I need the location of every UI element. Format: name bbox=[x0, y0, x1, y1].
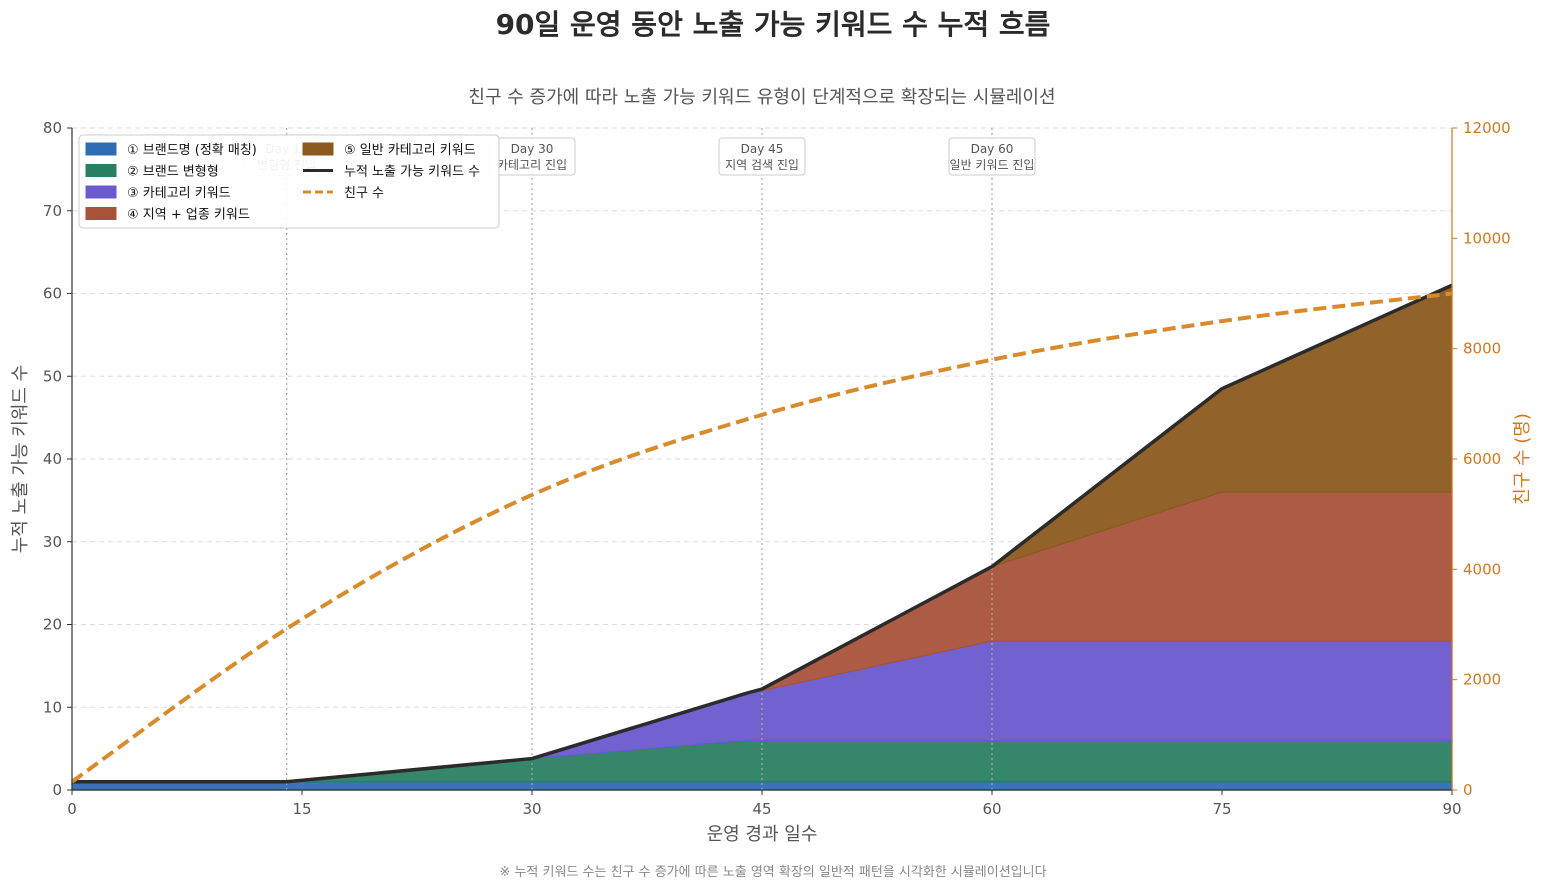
x-tick-label: 75 bbox=[1212, 800, 1231, 818]
x-tick-label: 45 bbox=[752, 800, 771, 818]
legend-swatch bbox=[302, 142, 334, 156]
legend-label: ① 브랜드명 (정확 매칭) bbox=[127, 143, 257, 158]
x-tick-label: 15 bbox=[292, 800, 311, 818]
y2-axis-label: 친구 수 (명) bbox=[1512, 413, 1533, 505]
milestone-label: 일반 키워드 진입 bbox=[950, 158, 1035, 172]
total-keywords-line bbox=[72, 283, 1453, 784]
legend-label: ④ 지역 + 업종 키워드 bbox=[127, 208, 250, 223]
chart-subtitle: 친구 수 증가에 따라 노출 가능 키워드 유형이 단계적으로 확장되는 시뮬레… bbox=[468, 87, 1055, 108]
legend-label: 친구 수 bbox=[344, 186, 384, 201]
x-axis-label: 운영 경과 일수 bbox=[707, 824, 818, 845]
y-tick-label: 60 bbox=[43, 285, 62, 303]
area-series-2 bbox=[72, 739, 1453, 783]
y-tick-label: 0 bbox=[52, 781, 62, 799]
y-tick-label: 70 bbox=[43, 202, 62, 220]
milestone-label: 지역 검색 진입 bbox=[725, 158, 799, 172]
y-tick-label: 10 bbox=[43, 698, 62, 716]
legend: ① 브랜드명 (정확 매칭) ② 브랜드 변형형 ③ 카테고리 키워드 ④ 지역 + … bbox=[78, 134, 500, 229]
legend-swatch bbox=[85, 164, 117, 177]
y-tick-label: 30 bbox=[43, 533, 62, 551]
milestone-lines bbox=[286, 128, 993, 790]
legend-label: ⑤ 일반 카테고리 키워드 bbox=[344, 143, 476, 158]
legend-swatch bbox=[85, 142, 117, 156]
y2-tick-label: 8000 bbox=[1463, 340, 1501, 358]
legend-swatch bbox=[85, 185, 117, 199]
milestone-day: Day 45 bbox=[741, 142, 784, 156]
x-tick-label: 90 bbox=[1442, 800, 1461, 818]
y2-tick-label: 2000 bbox=[1463, 671, 1501, 689]
y2-tick-label: 12000 bbox=[1463, 119, 1511, 137]
y-tick-label: 20 bbox=[43, 616, 62, 634]
legend-box bbox=[78, 134, 500, 229]
series-lines bbox=[70, 283, 1453, 784]
legend-label: 누적 노출 가능 키워드 수 bbox=[344, 165, 480, 180]
footnote: ※ 누적 키워드 수는 친구 수 증가에 따른 노출 영역 확장의 일반적 패턴… bbox=[499, 865, 1046, 880]
legend-label: ② 브랜드 변형형 bbox=[127, 165, 219, 180]
legend-label: ③ 카테고리 키워드 bbox=[127, 186, 231, 201]
y2-tick-label: 10000 bbox=[1463, 229, 1511, 247]
milestone-box-3 bbox=[718, 137, 806, 176]
chart-title: 90일 운영 동안 노출 가능 키워드 수 누적 흐름 bbox=[496, 8, 1051, 41]
y2-tick-label: 6000 bbox=[1463, 450, 1501, 468]
x-tick-label: 0 bbox=[67, 800, 77, 818]
friends-line bbox=[70, 291, 1453, 784]
milestone-box-4 bbox=[948, 137, 1036, 176]
y-axis-label: 누적 노출 가능 키워드 수 bbox=[10, 365, 31, 554]
milestone-day: Day 60 bbox=[971, 142, 1014, 156]
milestone-day: Day 30 bbox=[511, 142, 554, 156]
y2-tick-label: 4000 bbox=[1463, 560, 1501, 578]
x-tick-label: 30 bbox=[522, 800, 541, 818]
y-tick-label: 50 bbox=[43, 367, 62, 385]
y-tick-label: 80 bbox=[43, 119, 62, 137]
x-tick-label: 60 bbox=[982, 800, 1001, 818]
axes: 0 15 30 45 60 75 90010203040506070800200040006… bbox=[43, 119, 1511, 818]
legend-swatch bbox=[85, 207, 117, 220]
milestone-label: 카테고리 진입 bbox=[497, 158, 567, 172]
y2-tick-label: 0 bbox=[1463, 781, 1473, 799]
y-tick-label: 40 bbox=[43, 450, 62, 468]
